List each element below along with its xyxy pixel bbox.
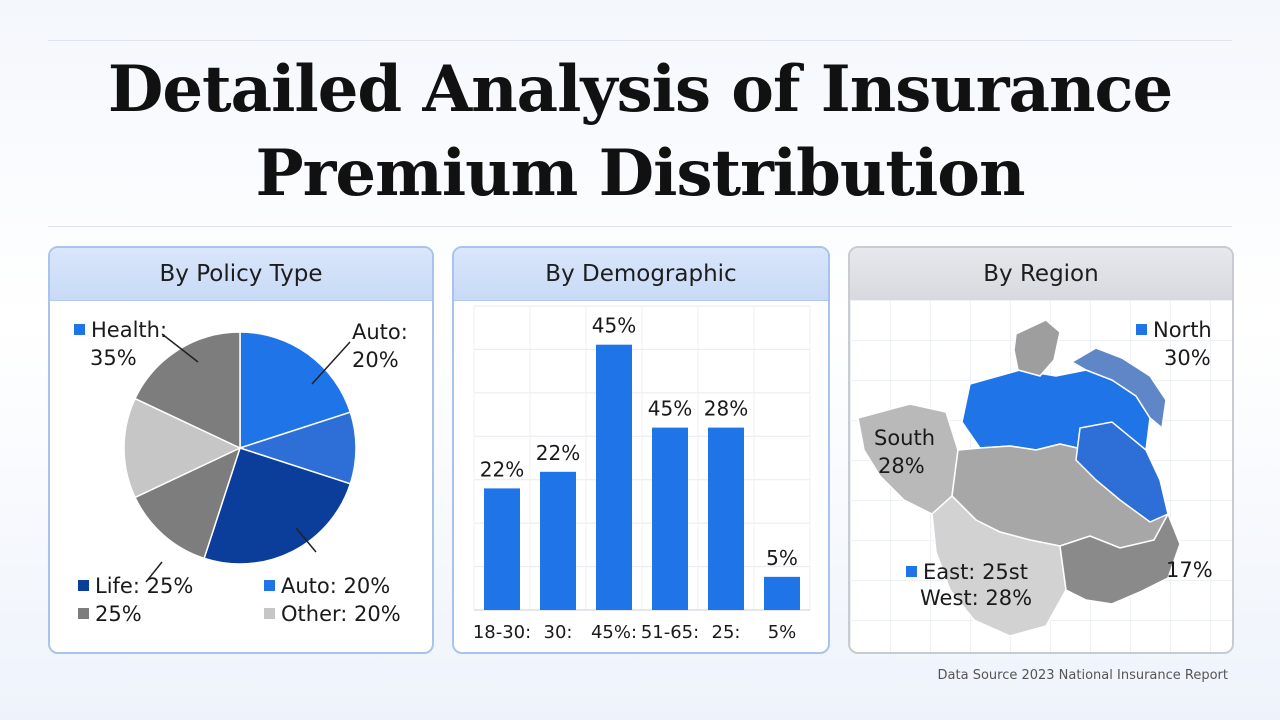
legend-item-other: Other: 20% bbox=[264, 602, 401, 626]
bar-2 bbox=[596, 344, 632, 610]
legend-swatch-auto bbox=[264, 580, 275, 591]
bar-data-label-5: 5% bbox=[766, 546, 798, 570]
health-swatch bbox=[74, 324, 85, 335]
data-source-footer: Data Source 2023 National Insurance Repo… bbox=[937, 668, 1228, 683]
demographic-title: By Demographic bbox=[454, 248, 828, 301]
bar-category-label-1: 30: bbox=[544, 622, 573, 643]
bar-data-label-2: 45% bbox=[592, 314, 636, 338]
legend-item-auto: Auto: 20% bbox=[264, 574, 390, 598]
health-callout: Health: bbox=[74, 318, 167, 342]
bar-data-label-4: 28% bbox=[704, 397, 748, 421]
health-callout-text: Health: bbox=[91, 318, 168, 342]
legend-item-life: Life: 25% bbox=[78, 574, 193, 598]
pie-slice-1 bbox=[237, 411, 357, 485]
demographic-panel: By Demographic 22% 22% 45% 45% 28% 5% 18-30: 3… bbox=[452, 246, 830, 654]
bar-5 bbox=[764, 576, 800, 610]
east-swatch bbox=[906, 566, 917, 577]
top-divider bbox=[48, 40, 1232, 41]
health-callout-value: 35% bbox=[90, 346, 137, 370]
demographic-bar-chart: 22% 22% 45% 45% 28% 5% 18-30: 30: 45%: 51-65: 25:… bbox=[473, 305, 811, 643]
region-north-value: 30% bbox=[1164, 346, 1211, 370]
policy-type-title: By Policy Type bbox=[50, 248, 432, 301]
region-map bbox=[857, 319, 1181, 637]
title-divider bbox=[48, 226, 1232, 227]
bar-0 bbox=[484, 488, 520, 610]
region-south-name: South bbox=[874, 426, 936, 450]
pie-slice-2 bbox=[203, 447, 352, 565]
region-northeast-shape bbox=[1070, 347, 1167, 430]
north-swatch bbox=[1136, 324, 1147, 335]
region-east-name: East: 25st bbox=[923, 560, 1028, 584]
pie-slice-0 bbox=[239, 331, 352, 450]
legend-label-gray: 25% bbox=[95, 602, 142, 626]
policy-type-pie bbox=[123, 331, 357, 583]
region-north-label: North bbox=[1136, 318, 1212, 342]
auto-lower-callout-line bbox=[295, 527, 317, 553]
region-north-name: North bbox=[1153, 318, 1212, 342]
region-east-label: East: 25st bbox=[906, 560, 1028, 584]
legend-label-other: Other: 20% bbox=[281, 602, 401, 626]
legend-swatch-life bbox=[78, 580, 89, 591]
legend-swatch-gray bbox=[78, 608, 89, 619]
legend-label-life: Life: 25% bbox=[95, 574, 194, 598]
bar-category-label-5: 5% bbox=[768, 622, 797, 643]
region-east-shape bbox=[1075, 421, 1169, 523]
legend-item-gray: 25% bbox=[78, 602, 142, 626]
region-panel: By Region North 30% South 28% East: 25st… bbox=[848, 246, 1234, 654]
bar-data-label-1: 22% bbox=[536, 441, 580, 465]
legend-swatch-other bbox=[264, 608, 275, 619]
bar-category-label-2: 45%: bbox=[591, 622, 637, 643]
bar-1 bbox=[540, 471, 576, 610]
policy-type-panel: By Policy Type Health: 35% Auto: 20% Lif… bbox=[48, 246, 434, 654]
bar-category-label-3: 51-65: bbox=[641, 622, 699, 643]
bar-4 bbox=[708, 427, 744, 610]
region-southeast-shape bbox=[1059, 512, 1181, 605]
bar-category-label-4: 25: bbox=[712, 622, 741, 643]
bar-data-label-0: 22% bbox=[480, 457, 524, 481]
bar-3 bbox=[652, 427, 688, 610]
auto-callout-value: 20% bbox=[352, 348, 399, 372]
health-callout-line bbox=[161, 333, 199, 363]
region-west-name: West: 28% bbox=[920, 586, 1033, 610]
title-line-1: Detailed Analysis of Insurance bbox=[107, 52, 1173, 127]
bar-data-label-3: 45% bbox=[648, 397, 692, 421]
page-title: Detailed Analysis of Insurance Premium D… bbox=[0, 48, 1280, 216]
region-east-value: 17% bbox=[1166, 558, 1213, 582]
region-south-value: 28% bbox=[878, 454, 925, 478]
bar-category-label-0: 18-30: bbox=[473, 622, 531, 643]
pie-slice-4 bbox=[123, 397, 242, 499]
title-line-2: Premium Distribution bbox=[255, 136, 1026, 211]
legend-label-auto: Auto: 20% bbox=[281, 574, 391, 598]
region-north-top-shape bbox=[1013, 319, 1061, 377]
pie-slice-5 bbox=[134, 331, 241, 450]
life-callout-line bbox=[145, 561, 163, 583]
auto-callout-line bbox=[311, 341, 351, 385]
auto-callout-text: Auto: bbox=[352, 320, 408, 344]
pie-slice-3 bbox=[134, 446, 242, 560]
region-title: By Region bbox=[850, 248, 1232, 301]
